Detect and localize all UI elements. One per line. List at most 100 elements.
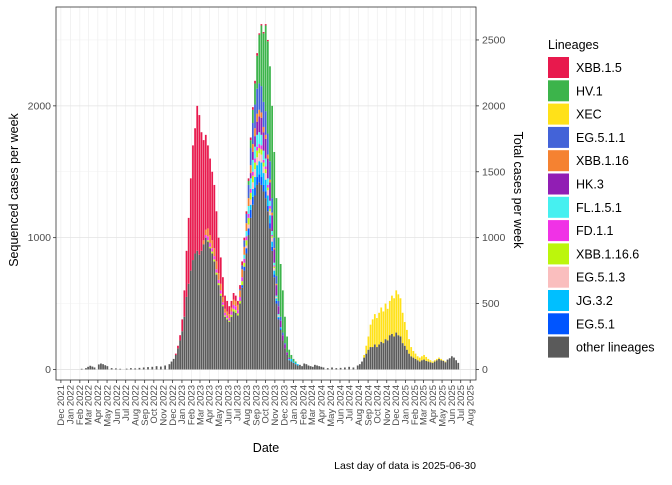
bar-segment — [211, 253, 214, 370]
bar-segment — [373, 344, 376, 370]
bar-segment — [256, 150, 259, 158]
bar-segment — [224, 308, 226, 313]
bar-segment — [260, 149, 263, 155]
bar-segment — [269, 182, 271, 201]
bar-week — [174, 353, 177, 370]
bar-week — [373, 314, 376, 370]
bar-segment — [254, 162, 256, 170]
bar-week — [296, 364, 299, 370]
bar-segment — [254, 187, 256, 196]
bar-segment — [241, 269, 244, 278]
bar-segment — [239, 290, 241, 297]
bar-segment — [262, 33, 265, 102]
x-tick-label: Apr 2025 — [428, 385, 439, 424]
x-tick-label: Mar 2024 — [307, 385, 318, 425]
bar-segment — [230, 316, 233, 370]
bar-segment — [258, 132, 261, 145]
bar-segment — [254, 146, 256, 159]
bar-segment — [209, 246, 211, 249]
bar-segment — [290, 361, 293, 370]
bar-segment — [226, 319, 229, 370]
bar-week — [427, 358, 430, 370]
bar-segment — [271, 246, 273, 251]
bar-segment — [275, 300, 278, 304]
bar-segment — [382, 343, 385, 370]
bar-segment — [433, 361, 436, 370]
x-tick-label: Aug 2023 — [242, 385, 253, 426]
bar-segment — [271, 250, 273, 370]
bar-segment — [299, 364, 301, 370]
bar-segment — [247, 217, 250, 225]
bar-week — [232, 293, 235, 370]
bar-segment — [181, 319, 184, 332]
bar-week — [388, 300, 391, 370]
bar-week — [179, 335, 181, 370]
bar-segment — [196, 250, 199, 370]
bar-segment — [249, 192, 252, 200]
legend-item: XEC — [548, 103, 602, 125]
bar-segment — [241, 285, 244, 288]
bar-segment — [412, 351, 415, 358]
bar-week — [305, 364, 308, 370]
bar-segment — [251, 144, 254, 152]
bar-layer — [80, 24, 460, 370]
bar-segment — [269, 179, 271, 183]
bar-segment — [249, 148, 252, 166]
bar-week — [262, 32, 265, 370]
bar-week — [397, 294, 400, 370]
bar-week — [177, 345, 179, 370]
bar-segment — [418, 357, 421, 362]
bar-segment — [294, 361, 297, 363]
bar-week — [219, 257, 222, 370]
bar-week — [365, 345, 368, 370]
bar-segment — [232, 299, 235, 305]
bar-segment — [440, 360, 443, 370]
y-tick-label: 2000 — [28, 100, 52, 112]
bar-segment — [264, 173, 267, 180]
bar-week — [269, 66, 271, 370]
x-tick-label: Jan 2025 — [401, 385, 412, 424]
bar-segment — [273, 270, 276, 275]
bar-segment — [249, 188, 252, 193]
bar-segment — [243, 266, 246, 271]
bar-week — [455, 360, 458, 370]
legend-item: EG.5.1.3 — [548, 266, 625, 288]
bar-week — [299, 364, 301, 370]
bar-segment — [361, 361, 363, 370]
bar-segment — [251, 175, 254, 183]
bar-week — [448, 358, 451, 370]
bar-segment — [258, 83, 261, 110]
bar-segment — [97, 364, 100, 370]
bar-segment — [245, 231, 248, 237]
bar-segment — [237, 300, 239, 305]
bar-week — [286, 336, 288, 370]
x-tick-label: Nov 2022 — [159, 385, 170, 426]
bar-segment — [262, 132, 265, 151]
bar-segment — [243, 240, 246, 247]
bar-week — [239, 285, 241, 370]
bar-segment — [384, 339, 387, 370]
bar-segment — [403, 322, 406, 346]
bar-week — [237, 300, 239, 370]
bar-segment — [335, 368, 338, 370]
bar-segment — [277, 237, 280, 301]
bar-segment — [239, 285, 241, 290]
bar-segment — [155, 366, 158, 370]
bar-week — [318, 366, 321, 370]
bar-segment — [388, 300, 391, 336]
bar-week — [243, 237, 246, 370]
bar-week — [189, 178, 192, 370]
bar-segment — [296, 365, 299, 370]
bar-week — [147, 367, 149, 370]
bar-week — [358, 364, 361, 370]
bar-segment — [202, 240, 205, 245]
x-tick-label: May 2024 — [326, 385, 337, 427]
bar-segment — [264, 198, 267, 370]
bar-segment — [314, 364, 316, 370]
bar-segment — [271, 235, 273, 237]
bar-segment — [204, 134, 207, 230]
bar-segment — [80, 368, 83, 370]
bar-segment — [348, 366, 351, 370]
bar-week — [266, 39, 269, 370]
